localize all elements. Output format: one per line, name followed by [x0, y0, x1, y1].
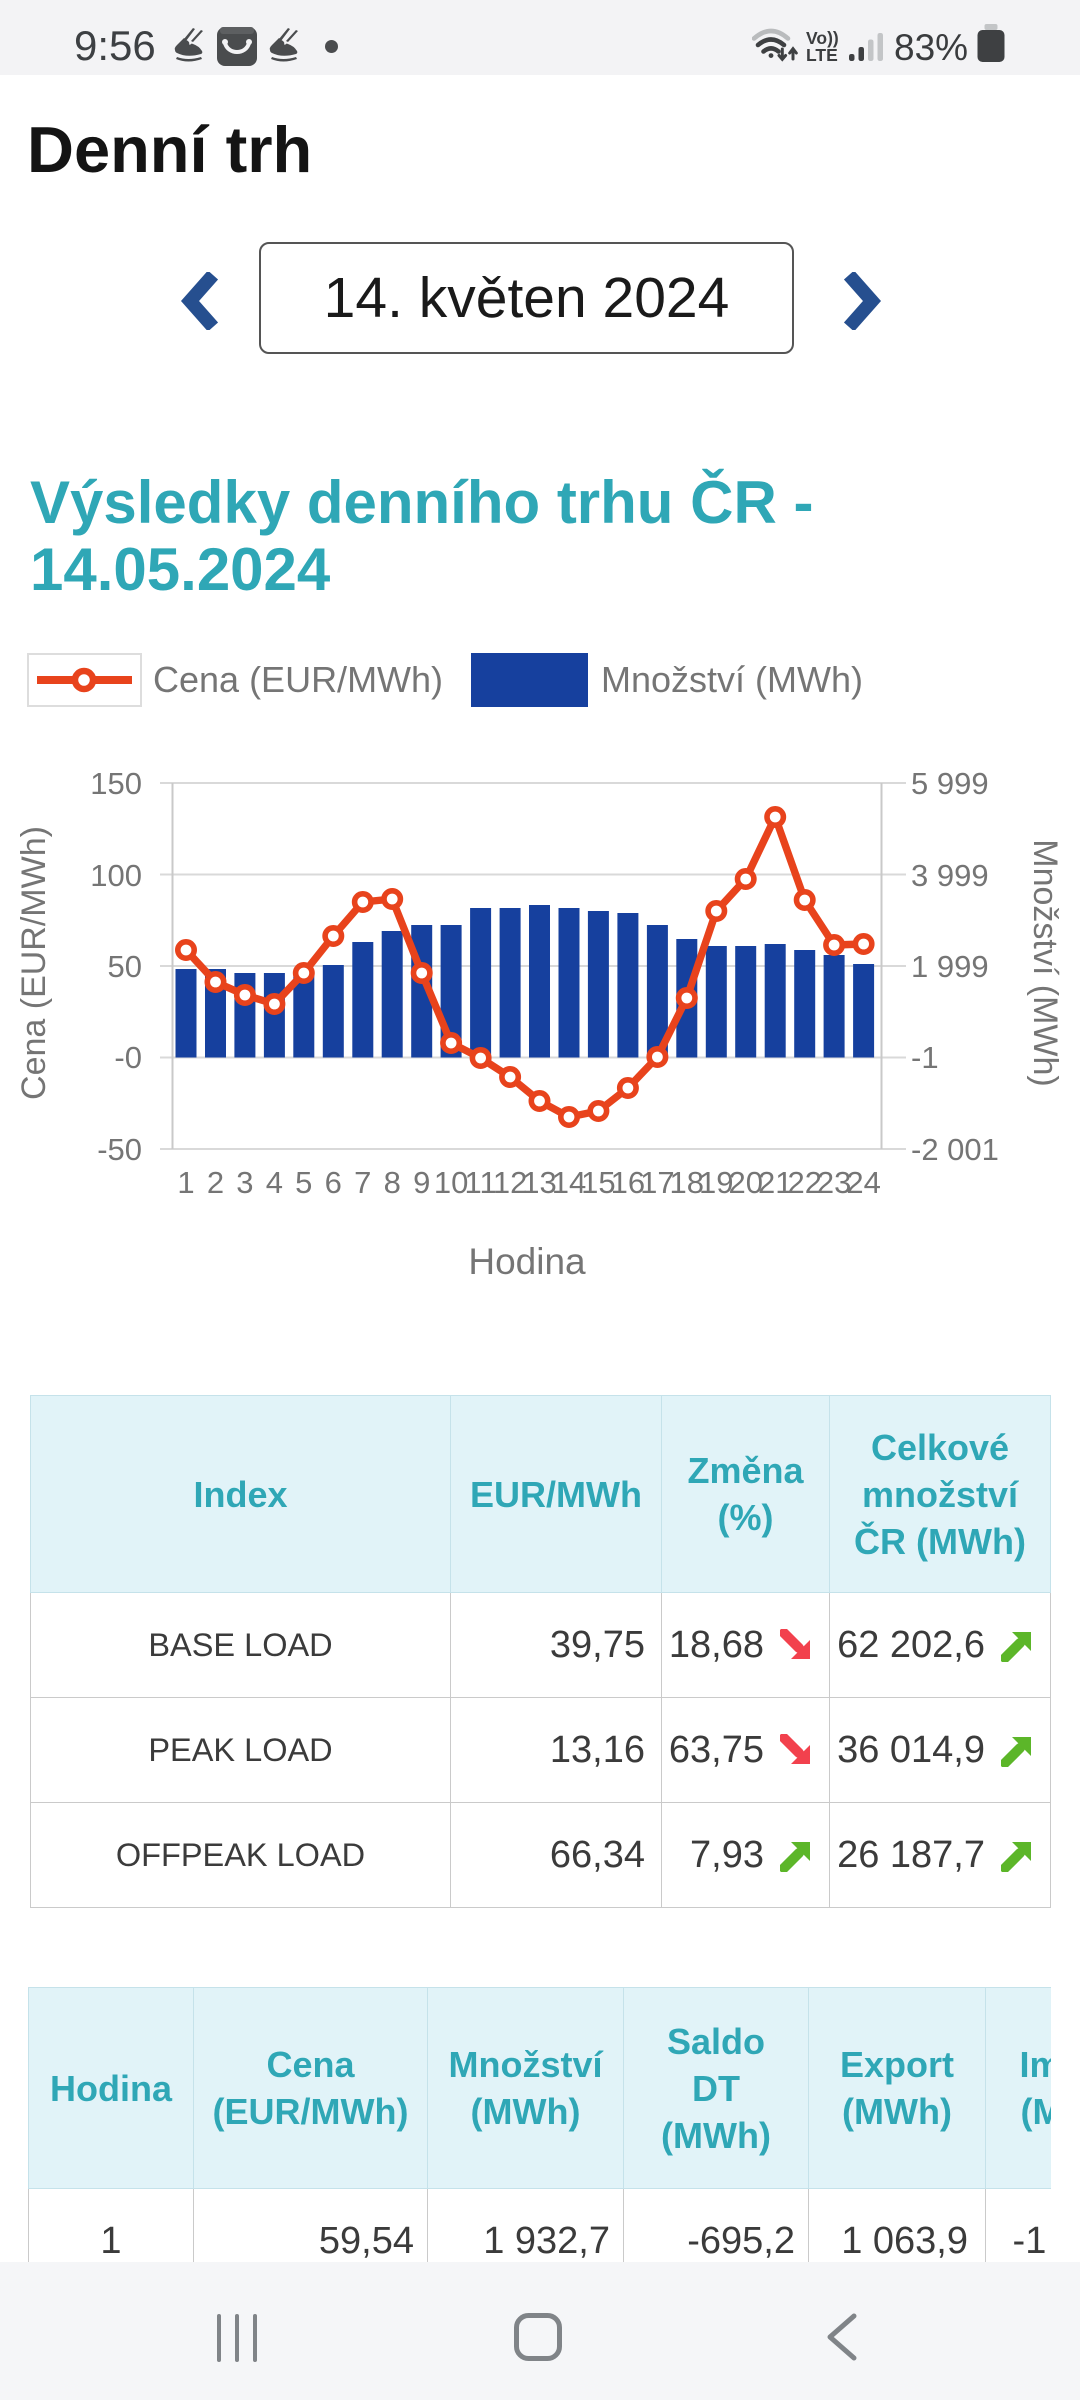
svg-text:8: 8: [384, 1165, 401, 1200]
svg-text:17: 17: [640, 1165, 674, 1200]
svg-text:24: 24: [846, 1165, 880, 1200]
svg-text:20: 20: [728, 1165, 762, 1200]
svg-text:21: 21: [758, 1165, 792, 1200]
svg-text:10: 10: [434, 1165, 468, 1200]
svg-text:-0: -0: [114, 1040, 142, 1075]
svg-text:3: 3: [236, 1165, 253, 1200]
svg-text:23: 23: [817, 1165, 851, 1200]
svg-text:9: 9: [413, 1165, 430, 1200]
svg-text:100: 100: [90, 858, 142, 893]
svg-text:18: 18: [670, 1165, 704, 1200]
svg-text:11: 11: [465, 1165, 497, 1200]
svg-text:1 999: 1 999: [911, 949, 989, 984]
svg-text:1: 1: [177, 1165, 194, 1200]
svg-text:50: 50: [108, 949, 142, 984]
svg-text:15: 15: [581, 1165, 615, 1200]
svg-text:150: 150: [90, 766, 142, 801]
svg-text:12: 12: [493, 1165, 527, 1200]
svg-text:-2 001: -2 001: [911, 1132, 999, 1167]
svg-text:22: 22: [787, 1165, 821, 1200]
svg-text:7: 7: [354, 1165, 371, 1200]
svg-text:-50: -50: [97, 1132, 142, 1167]
svg-text:4: 4: [266, 1165, 283, 1200]
svg-text:6: 6: [325, 1165, 342, 1200]
svg-text:Cena (EUR/MWh): Cena (EUR/MWh): [15, 826, 53, 1100]
svg-text:-1: -1: [911, 1040, 939, 1075]
svg-text:5 999: 5 999: [911, 766, 989, 801]
svg-text:13: 13: [522, 1165, 556, 1200]
svg-text:3 999: 3 999: [911, 858, 989, 893]
svg-text:Hodina: Hodina: [468, 1241, 586, 1282]
svg-text:19: 19: [699, 1165, 733, 1200]
svg-text:16: 16: [611, 1165, 645, 1200]
svg-text:Množství (MWh): Množství (MWh): [1026, 839, 1064, 1086]
svg-text:5: 5: [295, 1165, 312, 1200]
svg-text:2: 2: [207, 1165, 224, 1200]
svg-text:14: 14: [552, 1165, 586, 1200]
